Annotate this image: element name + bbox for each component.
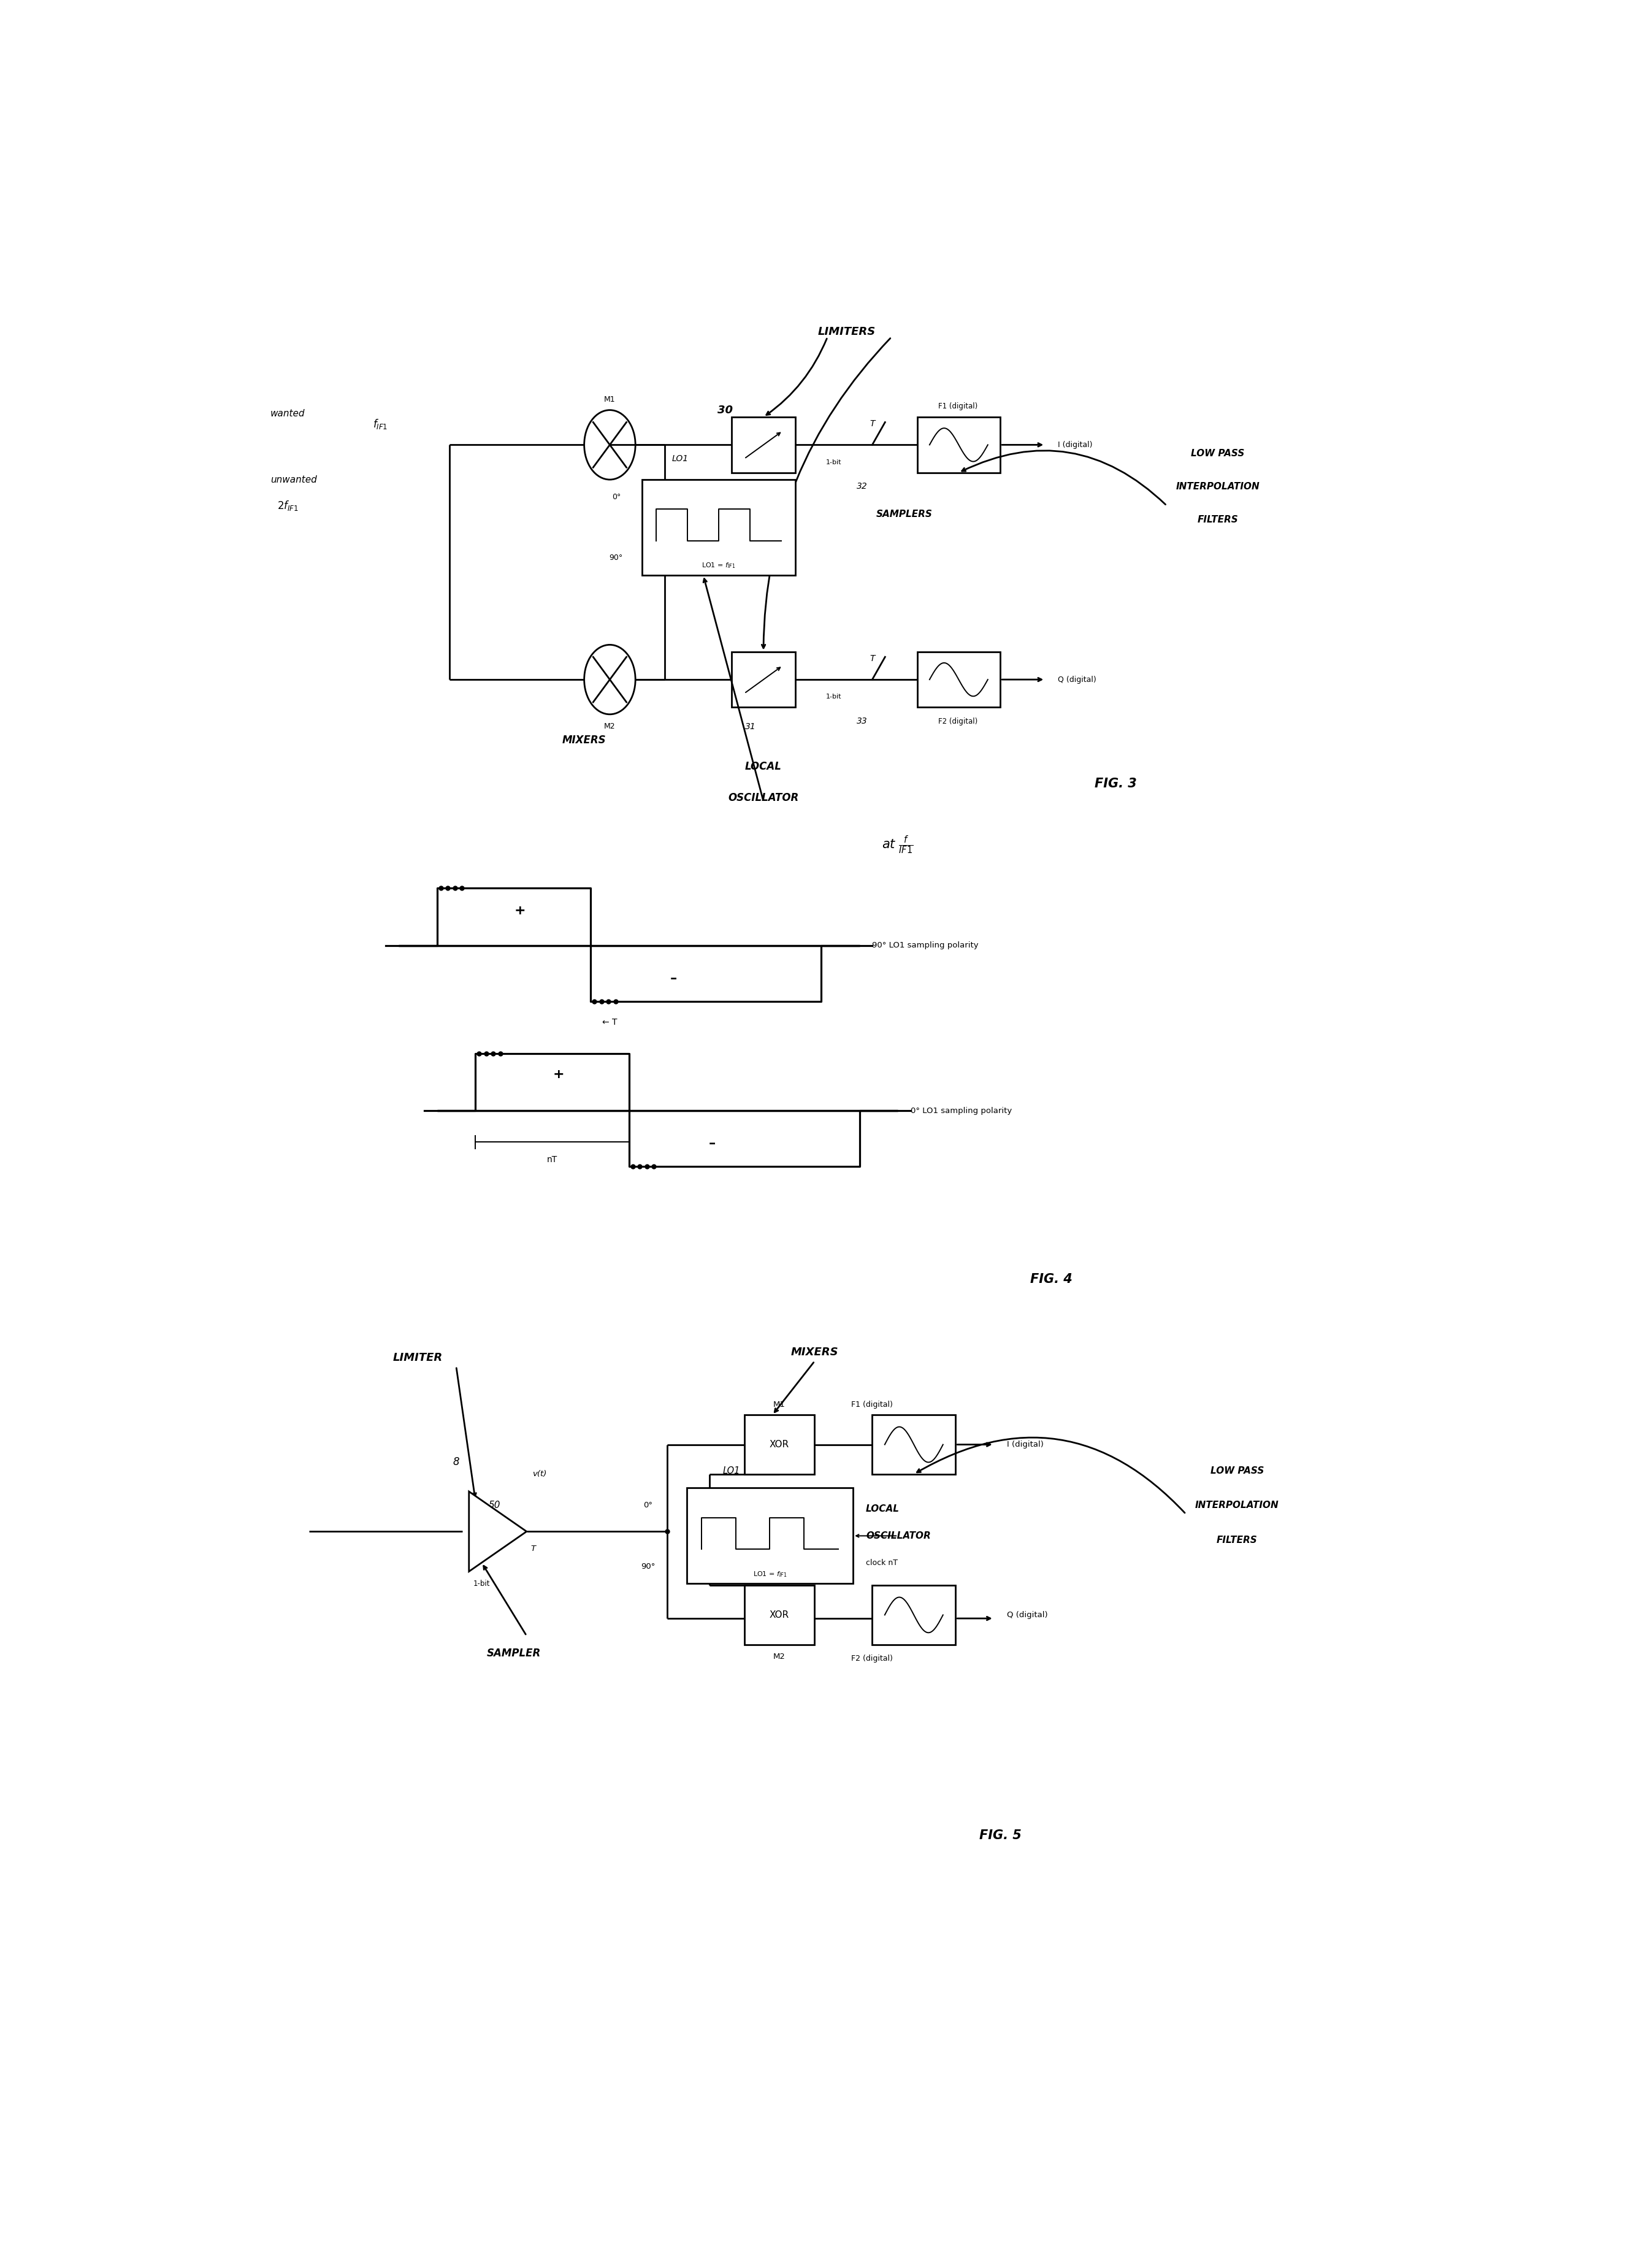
Text: F2 (digital): F2 (digital) (851, 1655, 894, 1662)
Text: XOR: XOR (770, 1441, 790, 1450)
Bar (687, 1488, 852, 1583)
Text: INTERPOLATION: INTERPOLATION (1176, 481, 1260, 492)
Bar (732, 418, 795, 472)
Text: M2: M2 (605, 723, 616, 732)
Text: $2f_{IF1}$: $2f_{IF1}$ (278, 499, 299, 513)
Text: MIXERS: MIXERS (791, 1346, 839, 1357)
Text: LOCAL: LOCAL (866, 1504, 900, 1513)
Text: wanted: wanted (271, 409, 306, 418)
Text: XOR: XOR (770, 1610, 790, 1619)
Text: 32: 32 (857, 483, 867, 490)
Text: 0°: 0° (611, 492, 621, 501)
Text: 90°: 90° (610, 553, 623, 562)
Text: Q (digital): Q (digital) (1057, 675, 1097, 684)
Text: I (digital): I (digital) (1006, 1441, 1044, 1450)
Text: ← T: ← T (603, 1018, 618, 1027)
Text: T: T (530, 1544, 535, 1554)
Text: 50: 50 (489, 1502, 501, 1511)
Text: FIG. 3: FIG. 3 (1094, 777, 1137, 790)
Text: T: T (869, 655, 876, 664)
Text: nT: nT (547, 1156, 557, 1163)
Bar (743, 1585, 814, 1644)
Bar (917, 418, 1001, 472)
Bar (641, 479, 795, 576)
Text: LO1 = $f_{IF1}$: LO1 = $f_{IF1}$ (702, 562, 735, 569)
Text: FILTERS: FILTERS (1216, 1535, 1257, 1544)
Text: 0° LO1 sampling polarity: 0° LO1 sampling polarity (910, 1106, 1013, 1115)
Text: 90° LO1 sampling polarity: 90° LO1 sampling polarity (872, 942, 978, 951)
Text: F1 (digital): F1 (digital) (851, 1400, 894, 1409)
Text: $f_{IF1}$: $f_{IF1}$ (373, 418, 388, 431)
Text: F2 (digital): F2 (digital) (938, 718, 978, 725)
Text: M1: M1 (773, 1400, 786, 1409)
Text: –: – (709, 1138, 715, 1149)
Text: MIXERS: MIXERS (562, 734, 606, 745)
Text: LO1 = $f_{IF1}$: LO1 = $f_{IF1}$ (753, 1569, 786, 1578)
Text: FILTERS: FILTERS (1198, 515, 1239, 524)
Text: LO1: LO1 (722, 1465, 740, 1474)
Text: LIMITER: LIMITER (393, 1353, 443, 1364)
Text: LO1: LO1 (672, 454, 689, 463)
Polygon shape (469, 1493, 527, 1572)
Text: LOCAL: LOCAL (745, 761, 781, 772)
Text: 8: 8 (453, 1456, 459, 1468)
Bar (732, 653, 795, 707)
Text: SAMPLER: SAMPLER (487, 1648, 540, 1660)
Text: 30: 30 (717, 404, 733, 415)
Text: 90°: 90° (641, 1563, 656, 1569)
Text: +: + (553, 1068, 565, 1079)
Text: Q (digital): Q (digital) (1006, 1610, 1047, 1619)
Text: +: + (514, 905, 525, 917)
Text: LOW PASS: LOW PASS (1211, 1465, 1264, 1474)
Bar (917, 653, 1001, 707)
Text: LIMITERS: LIMITERS (818, 327, 876, 336)
Text: INTERPOLATION: INTERPOLATION (1194, 1502, 1279, 1511)
Text: M1: M1 (605, 395, 616, 404)
Text: –: – (671, 973, 677, 984)
Text: OSCILLATOR: OSCILLATOR (866, 1531, 930, 1540)
Text: M2: M2 (773, 1653, 786, 1660)
Text: 33: 33 (857, 718, 867, 725)
Text: OSCILLATOR: OSCILLATOR (729, 793, 800, 804)
Text: 31: 31 (745, 723, 757, 732)
Text: I (digital): I (digital) (1057, 440, 1092, 449)
Bar (872, 1416, 955, 1474)
Text: 0°: 0° (644, 1502, 653, 1508)
Text: F1 (digital): F1 (digital) (938, 402, 978, 411)
Text: 1-bit: 1-bit (826, 458, 841, 465)
Bar (872, 1585, 955, 1644)
Text: FIG. 5: FIG. 5 (980, 1829, 1021, 1843)
Text: unwanted: unwanted (271, 474, 317, 483)
Bar (743, 1416, 814, 1474)
Text: clock nT: clock nT (866, 1558, 897, 1567)
Text: at $\frac{f}{IF1}$: at $\frac{f}{IF1}$ (882, 833, 914, 856)
Text: FIG. 4: FIG. 4 (1031, 1274, 1072, 1285)
Text: SAMPLERS: SAMPLERS (876, 510, 932, 519)
Text: v(t): v(t) (532, 1470, 547, 1479)
Text: T: T (869, 420, 876, 429)
Text: 1-bit: 1-bit (826, 693, 841, 700)
Text: 1-bit: 1-bit (474, 1581, 491, 1587)
Text: LOW PASS: LOW PASS (1191, 449, 1244, 458)
